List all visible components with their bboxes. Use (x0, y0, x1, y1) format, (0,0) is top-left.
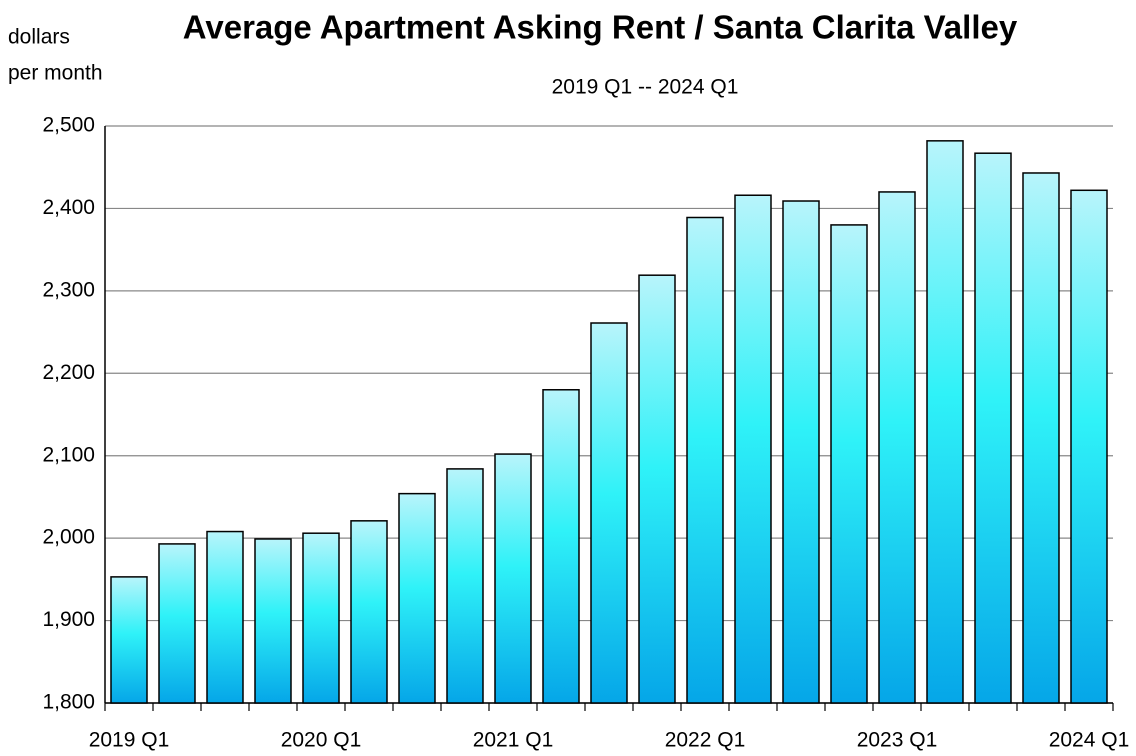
bar (686, 216, 724, 704)
bar (590, 322, 628, 704)
bar (158, 543, 196, 704)
bar (302, 532, 340, 704)
y-tick-label: 2,400 (42, 196, 95, 219)
bar (926, 140, 964, 704)
x-tick-label: 2022 Q1 (665, 729, 746, 752)
x-tick-label: 2021 Q1 (473, 729, 554, 752)
bar (398, 492, 436, 704)
y-tick-label: 2,100 (42, 443, 95, 466)
x-tick-label: 2019 Q1 (89, 729, 170, 752)
bar (254, 538, 292, 704)
bar (1022, 172, 1060, 704)
bar (446, 468, 484, 704)
y-tick-label: 1,900 (42, 608, 95, 631)
y-tick-label: 2,200 (42, 361, 95, 384)
y-tick-label: 2,300 (42, 278, 95, 301)
bar (734, 194, 772, 704)
chart-subtitle: 2019 Q1 -- 2024 Q1 (552, 76, 739, 99)
bar (1070, 189, 1108, 704)
bar (974, 152, 1012, 704)
y-axis-label: per month (8, 62, 103, 85)
bar (878, 191, 916, 704)
bar (350, 520, 388, 704)
y-axis-label: dollars (8, 26, 70, 49)
y-tick-label: 2,500 (42, 114, 95, 137)
y-tick-label: 1,800 (42, 691, 95, 714)
y-tick-label: 2,000 (42, 526, 95, 549)
chart-title: Average Apartment Asking Rent / Santa Cl… (183, 9, 1018, 46)
bar (542, 389, 580, 704)
x-tick-label: 2024 Q1 (1049, 729, 1130, 752)
bar (830, 224, 868, 704)
x-tick-label: 2020 Q1 (281, 729, 362, 752)
bar (110, 576, 148, 704)
x-tick-label: 2023 Q1 (857, 729, 938, 752)
bar (638, 274, 676, 704)
bar (494, 453, 532, 704)
bar (782, 200, 820, 704)
bar (206, 530, 244, 704)
